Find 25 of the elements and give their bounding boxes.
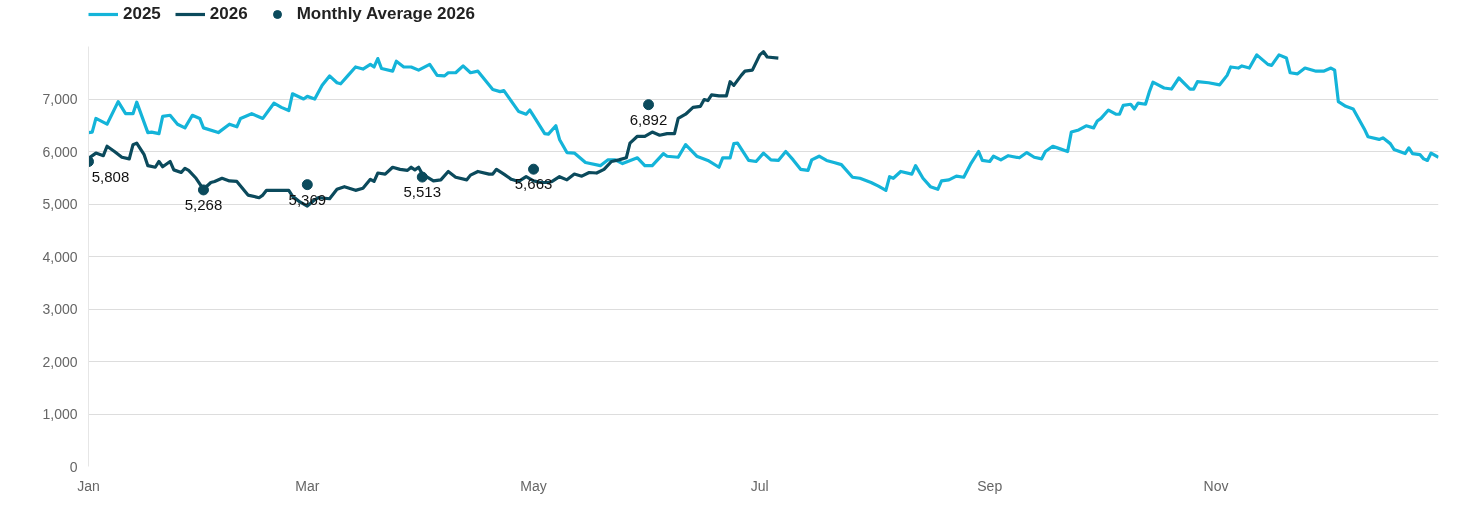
data-label: 6,892 [629,110,668,128]
y-tick-label: 2,000 [42,353,78,370]
y-tick-label: 3,000 [42,301,78,317]
y-tick-label: 7,000 [42,91,78,107]
legend-label: 2025 [123,4,161,24]
y-tick-label: 1,000 [42,406,78,422]
point [643,99,655,111]
data-label: 5,808 [91,167,130,185]
x-tick-label: Jan [77,477,100,494]
point [528,163,540,175]
y-tick-label: 5,000 [42,196,78,212]
x-tick-label: Mar [295,477,320,494]
point [416,171,428,183]
legend-label: Monthly Average 2026 [296,4,475,24]
x-tick-label: May [520,477,547,494]
x-tick-label: Nov [1203,477,1229,494]
data-label: 5,513 [403,183,442,201]
x-tick-label: Sep [977,477,1003,494]
legend-label: 2026 [209,4,248,24]
point [197,184,209,196]
data-label: 5,268 [184,195,223,213]
y-tick-label: 0 [69,458,78,475]
y-tick-label: 4,000 [42,248,78,265]
x-tick-label: Jul [750,477,769,494]
y-tick-label: 6,000 [42,143,78,160]
